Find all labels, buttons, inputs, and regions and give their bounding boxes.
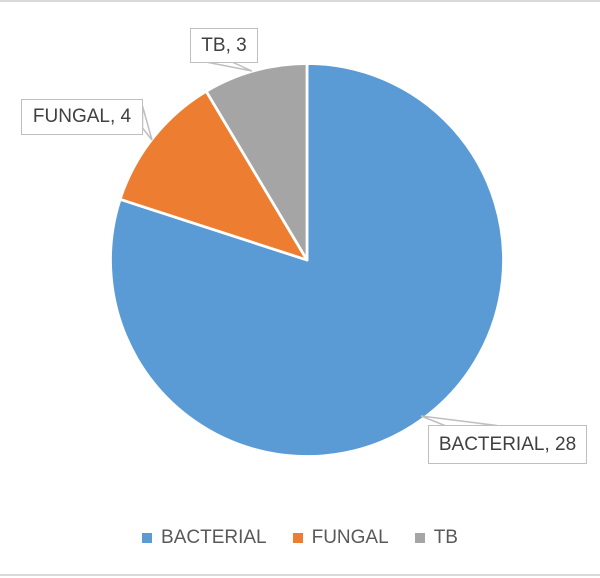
- legend-label-bacterial: BACTERIAL: [161, 527, 267, 548]
- legend-item-fungal[interactable]: FUNGAL: [292, 527, 389, 549]
- data-label-fungal[interactable]: FUNGAL, 4: [21, 99, 143, 135]
- legend-swatch-bacterial-icon: [142, 533, 153, 543]
- callout-tail-tb: [205, 61, 253, 72]
- legend-item-tb[interactable]: TB: [414, 527, 458, 549]
- pie-slice-tb[interactable]: [204, 62, 309, 262]
- legend-swatch-fungal-icon: [292, 533, 303, 543]
- pie-slice-fungal[interactable]: [118, 89, 309, 262]
- legend: BACTERIAL FUNGAL TB: [0, 522, 600, 554]
- data-label-bacterial[interactable]: BACTERIAL, 28: [428, 425, 587, 464]
- legend-label-tb: TB: [433, 527, 458, 548]
- legend-label-fungal: FUNGAL: [311, 527, 389, 548]
- legend-swatch-tb-icon: [414, 533, 425, 543]
- legend-item-bacterial[interactable]: BACTERIAL: [142, 527, 267, 549]
- data-label-tb[interactable]: TB, 3: [190, 28, 258, 63]
- callout-tail-fungal: [141, 105, 153, 141]
